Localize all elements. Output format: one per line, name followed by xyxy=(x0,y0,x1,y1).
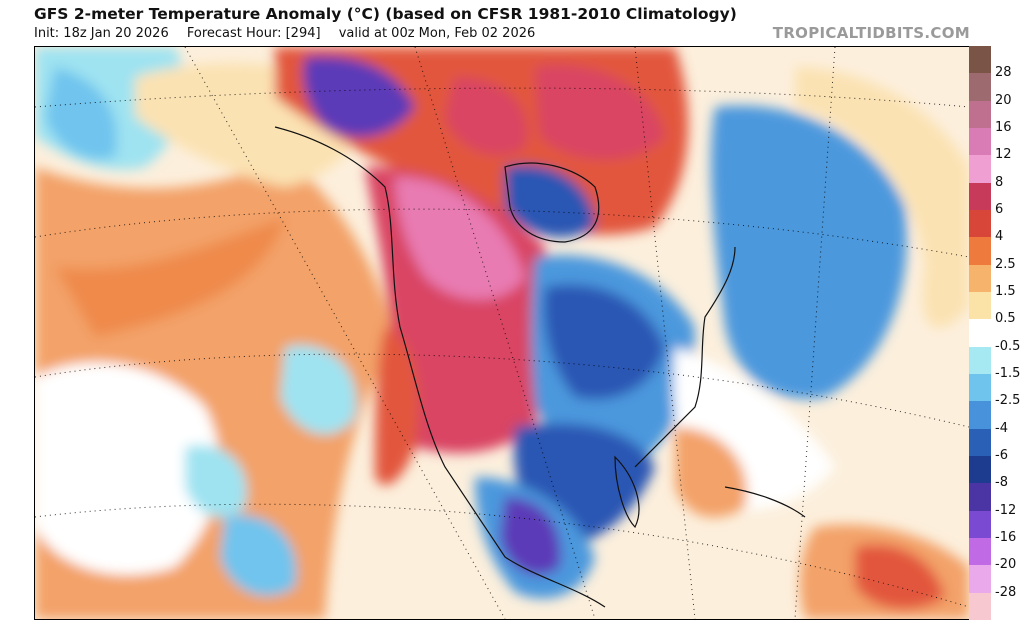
legend-label: 12 xyxy=(995,147,1012,163)
legend-swatch xyxy=(969,319,991,348)
legend-swatch xyxy=(969,292,991,320)
map-subtitle: Init: 18z Jan 20 2026 Forecast Hour: [29… xyxy=(34,26,549,41)
legend-label: -8 xyxy=(995,475,1008,491)
legend-swatch xyxy=(969,73,991,102)
legend-swatch xyxy=(969,483,991,512)
legend-swatch xyxy=(969,428,991,457)
legend-label: 28 xyxy=(995,65,1012,81)
legend-label: -16 xyxy=(995,530,1017,545)
legend-swatch xyxy=(969,456,991,484)
anomaly-region-subtropical-cold xyxy=(220,515,297,596)
anomaly-region-east-pacific-neutral xyxy=(35,362,220,575)
anomaly-region-atlantic-warm xyxy=(675,427,747,518)
anomaly-map xyxy=(34,46,970,620)
anomaly-region-west-coast-warm xyxy=(375,327,419,486)
anomaly-region-hawaii-cold xyxy=(280,345,357,435)
anomaly-region-eastern-very-cold xyxy=(543,284,665,400)
color-legend: 28 20 16 12 8 6 4 2.5 1.5 0.5 -0.5 -1.5 -2.5 -4 -6 -8 -1… xyxy=(969,46,1022,621)
anomaly-region-pacific-northwest-cold xyxy=(45,67,117,160)
legend-swatch xyxy=(969,128,991,156)
legend-swatch xyxy=(969,538,991,566)
legend-swatch xyxy=(969,182,991,211)
coastlines xyxy=(274,126,806,608)
anomaly-region-north-atlantic-warm xyxy=(795,67,969,328)
anomaly-region-atlantic-cold xyxy=(710,105,907,399)
anomaly-region-arctic-very-warm xyxy=(303,56,415,138)
legend-label: -2.5 xyxy=(995,393,1021,409)
anomaly-map-canvas xyxy=(35,47,969,619)
legend-swatch xyxy=(969,237,991,266)
legend-swatch xyxy=(969,374,991,402)
anomaly-region-mexico-extreme-cold xyxy=(500,497,561,576)
legend-label: 6 xyxy=(995,202,1004,217)
legend-label: -0.5 xyxy=(995,338,1021,354)
legend-label: 8 xyxy=(995,174,1004,190)
graticule xyxy=(35,47,969,619)
legend-swatch xyxy=(969,210,991,238)
legend-label: 1.5 xyxy=(995,284,1016,299)
legend-label: 0.5 xyxy=(995,311,1016,327)
legend-swatch xyxy=(969,264,991,293)
anomaly-field xyxy=(35,47,969,619)
anomaly-region-pacific-band xyxy=(55,217,285,337)
anomaly-region-hudson-bay-cold xyxy=(505,165,595,238)
legend-swatch xyxy=(969,401,991,430)
legend-label: -6 xyxy=(995,448,1008,463)
anomaly-region-arctic-north-warm xyxy=(445,77,527,156)
legend-swatch xyxy=(969,592,991,621)
legend-label: -20 xyxy=(995,557,1017,573)
legend-swatch xyxy=(969,155,991,184)
legend-label: -12 xyxy=(995,502,1017,518)
legend-label: 2.5 xyxy=(995,256,1016,272)
legend-label: 20 xyxy=(995,92,1012,108)
anomaly-region-greenland-warm xyxy=(535,65,665,160)
forecast-hour: Forecast Hour: [294] xyxy=(186,26,321,41)
init-time: Init: 18z Jan 20 2026 xyxy=(34,26,169,41)
legend-label: -1.5 xyxy=(995,366,1021,381)
legend-swatch xyxy=(969,565,991,594)
site-brand: TROPICALTIDBITS.COM xyxy=(772,24,970,42)
map-title: GFS 2-meter Temperature Anomaly (°C) (ba… xyxy=(34,5,737,23)
valid-time: valid at 00z Mon, Feb 02 2026 xyxy=(338,26,536,41)
legend-label: -4 xyxy=(995,420,1008,436)
legend-label: 4 xyxy=(995,229,1004,245)
anomaly-region-east-pacific-cold xyxy=(185,445,247,518)
anomaly-region-canada-very-warm xyxy=(395,177,525,300)
legend-label: 16 xyxy=(995,120,1012,135)
legend-swatch xyxy=(969,510,991,539)
legend-swatch xyxy=(969,46,991,74)
legend-label: -28 xyxy=(995,584,1017,600)
legend-swatch xyxy=(969,346,991,375)
legend-swatch xyxy=(969,100,991,129)
